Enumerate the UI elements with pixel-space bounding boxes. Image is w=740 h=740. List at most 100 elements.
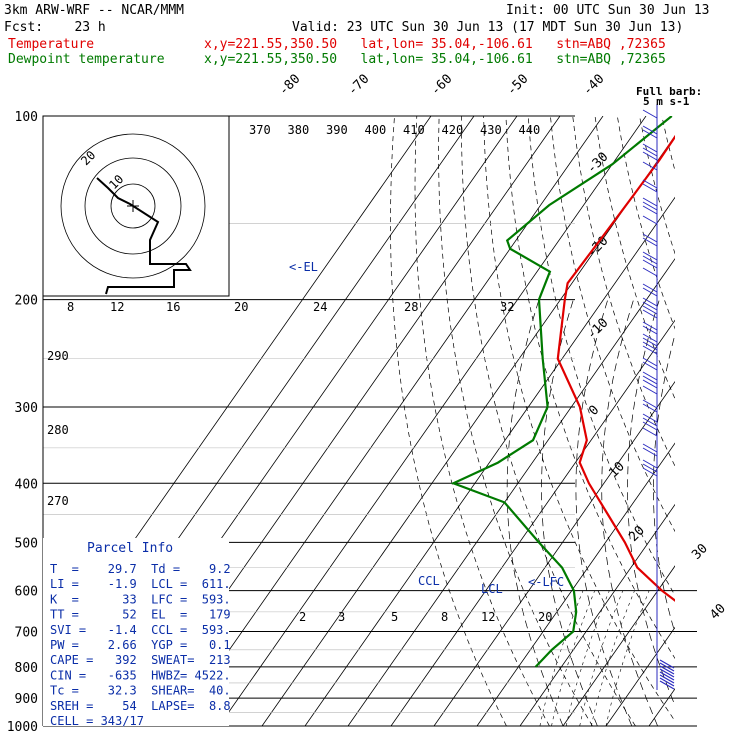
parcel-info-row: T = 29.7 Td = 9.2	[50, 562, 231, 576]
pressure-tick-label: 100	[15, 110, 38, 125]
dewpoint-trace	[450, 116, 673, 668]
isotherm-line	[347, 258, 675, 726]
wind-barb	[642, 447, 658, 457]
isotherm-label: 30	[689, 541, 711, 563]
wind-barb	[642, 361, 658, 371]
hodograph-ring	[84, 157, 182, 255]
wind-barb	[659, 680, 675, 690]
isotherm-line	[390, 319, 675, 726]
wind-barb	[642, 259, 658, 269]
wind-barb	[642, 325, 658, 335]
dry-adiabat-line	[483, 116, 675, 722]
wind-barb	[642, 201, 658, 211]
wind-barb	[642, 459, 658, 469]
isotherm-line	[304, 196, 675, 726]
theta-label: 440	[519, 123, 541, 137]
hodograph-speed-label: 8	[67, 300, 74, 314]
wind-barb	[642, 371, 658, 381]
theta-label: 370	[249, 123, 271, 137]
isotherm-label: 40	[707, 601, 729, 623]
hodograph-speed-label: 16	[166, 300, 180, 314]
isotherm-label: 20	[626, 523, 648, 545]
isotherm-line	[605, 626, 675, 726]
isotherm-line	[562, 565, 675, 726]
wind-barb	[642, 403, 658, 413]
isotherm-line	[519, 503, 675, 726]
wind-barb	[642, 129, 658, 139]
isotherm-line	[476, 442, 675, 726]
wind-barb	[642, 161, 658, 171]
wind-barb	[642, 337, 658, 347]
wind-barb	[642, 305, 658, 315]
parcel-info-title: Parcel Info	[87, 541, 173, 556]
wind-barb	[642, 183, 658, 193]
theta-label: 400	[365, 123, 387, 137]
temperature-trace	[556, 134, 675, 602]
dry-adiabat-line	[505, 116, 675, 659]
temperature-location: x,y=221.55,350.50 lat,lon= 35.04,-106.61…	[204, 37, 666, 52]
wind-barb	[659, 677, 675, 687]
wind-barb	[642, 385, 658, 395]
isotherm-label: -60	[428, 72, 455, 99]
hodograph-speed-label: 28	[404, 300, 418, 314]
wind-barb	[642, 125, 658, 135]
wind-barb	[659, 671, 675, 681]
hodograph-ring	[60, 133, 206, 279]
hodograph-trace	[96, 177, 192, 295]
wind-barb	[642, 309, 658, 319]
pressure-tick-label: 300	[15, 401, 38, 416]
annotation-lcl: LCL	[481, 582, 503, 596]
parcel-info-row: SREH = 54 LAPSE= 8.8	[50, 699, 231, 713]
pressure-tick-label: 800	[15, 661, 38, 676]
hodograph-speed-label: 12	[110, 300, 124, 314]
theta-label: 410	[403, 123, 425, 137]
isotherm-label: -40	[580, 72, 607, 99]
hodograph-speed-label: 20	[234, 300, 248, 314]
mixing-ratio-line	[539, 590, 584, 726]
pressure-tick-label: 400	[15, 477, 38, 492]
theta-label: 390	[326, 123, 348, 137]
forecast-hour: Fcst: 23 h	[4, 20, 106, 35]
isotherm-label: 10	[606, 459, 628, 481]
wind-barb-value: 5 m s-1	[643, 95, 690, 108]
mixing-ratio-label: 2	[299, 610, 306, 624]
pressure-tick-label: 900	[15, 692, 38, 707]
annotation-el: <-EL	[289, 260, 318, 274]
parcel-info-row: CELL = 343/17	[50, 714, 144, 728]
valid-time: Valid: 23 UTC Sun 30 Jun 13 (17 MDT Sun …	[292, 20, 684, 35]
dry-adiabat-line	[461, 116, 636, 726]
pressure-tick-label: 1000	[7, 720, 38, 735]
dry-adiabat-line	[661, 116, 675, 172]
mixing-ratio-label: 5	[391, 610, 398, 624]
pressure-tick-label: 700	[15, 626, 38, 641]
dry-adiabat-line	[684, 116, 740, 726]
isotherm-line	[218, 116, 647, 726]
wind-barb	[642, 215, 658, 225]
hodograph-speed-label: 24	[313, 300, 327, 314]
theta-label: 420	[442, 123, 464, 137]
wind-barb	[642, 297, 658, 307]
wind-barb	[642, 357, 658, 367]
isotherm-label: -10	[584, 316, 611, 343]
isotherm-label: 0	[586, 403, 602, 419]
wind-barb	[642, 267, 658, 277]
mixing-ratio-label: 12	[481, 610, 495, 624]
wind-barb	[642, 151, 658, 161]
parcel-info-row: LI = -1.9 LCL = 611.	[50, 577, 231, 591]
parcel-info-box: Parcel Info T = 29.7 Td = 9.2LI = -1.9 L…	[43, 538, 231, 728]
theta-left-label: 280	[47, 423, 69, 437]
temperature-legend-label: Temperature	[8, 37, 95, 52]
pressure-tick-label: 600	[15, 585, 38, 600]
wind-barb	[642, 179, 658, 189]
annotation-lfc: <-LFC	[528, 575, 564, 589]
wind-barb	[659, 665, 675, 675]
mixing-ratio-label: 3	[338, 610, 345, 624]
pressure-tick-label: 200	[15, 294, 38, 309]
wind-barb	[642, 205, 658, 215]
wind-barb	[642, 375, 658, 385]
dry-adiabat-line	[616, 116, 675, 330]
wind-barb	[642, 301, 658, 311]
moist-adiabat-line	[601, 299, 658, 726]
wind-barb	[642, 463, 658, 473]
dry-adiabat-line	[706, 116, 740, 726]
